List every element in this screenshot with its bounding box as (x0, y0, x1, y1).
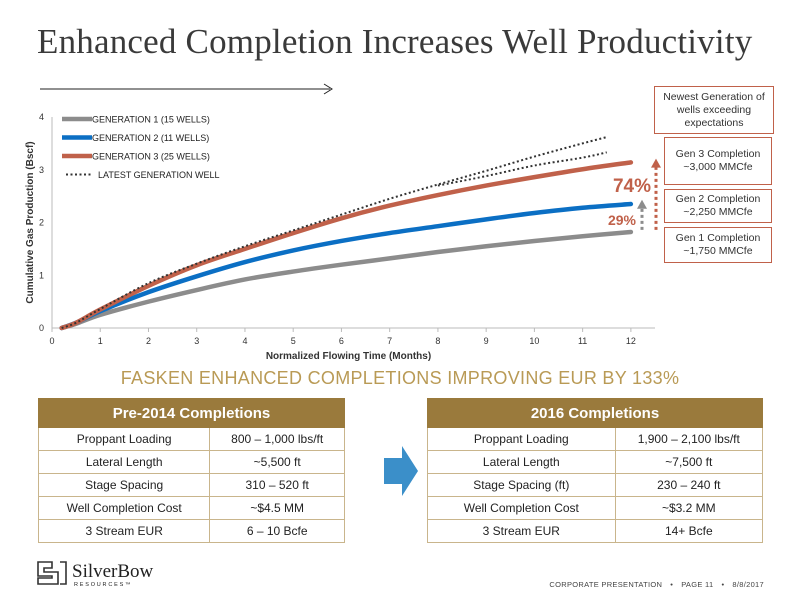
2016-row: 3 Stream EUR 14+ Bcfe (427, 519, 764, 543)
2016-metric-value: ~7,500 ft (614, 450, 764, 474)
annotation-gen2: Gen 2 Completion ~2,250 MMCfe (664, 189, 772, 223)
annotation-newest-generation: Newest Generation of wells exceeding exp… (654, 86, 774, 134)
page-title: Enhanced Completion Increases Well Produ… (37, 22, 753, 61)
pre-2014-metric-value: ~$4.5 MM (209, 496, 345, 520)
x-axis-label: Normalized Flowing Time (Months) (266, 351, 431, 362)
header-arrow-head (323, 83, 333, 95)
2016-metric-value: ~$3.2 MM (614, 496, 764, 520)
2016-row: Lateral Length ~7,500 ft (427, 450, 764, 474)
2016-row: Well Completion Cost ~$3.2 MM (427, 496, 764, 520)
pre-2014-metric-label: Proppant Loading (37, 427, 211, 451)
y-tick-label: 0 (39, 323, 44, 333)
pre-2014-row: Stage Spacing 310 – 520 ft (37, 473, 345, 497)
annotation-gen1: Gen 1 Completion ~1,750 MMCfe (664, 227, 772, 263)
2016-metric-value: 230 – 240 ft (614, 473, 764, 497)
2016-header: 2016 Completions (427, 398, 763, 428)
pre-2014-metric-label: 3 Stream EUR (37, 519, 211, 543)
x-tick-label: 2 (146, 336, 151, 346)
2016-table: 2016 Completions Proppant Loading 1,900 –… (427, 398, 764, 543)
pre-2014-row: Lateral Length ~5,500 ft (37, 450, 345, 474)
pre-2014-metric-label: Lateral Length (37, 450, 211, 474)
series-line-4 (61, 136, 608, 329)
silverbow-logo: SilverBow RESOURCES™ (37, 561, 154, 588)
pre-2014-row: 3 Stream EUR 6 – 10 Bcfe (37, 519, 345, 543)
logo-subtext: RESOURCES™ (74, 582, 132, 588)
x-tick-label: 10 (529, 336, 539, 346)
y-tick-label: 4 (39, 112, 44, 122)
x-tick-label: 1 (98, 336, 103, 346)
pre-2014-metric-value: 310 – 520 ft (209, 473, 345, 497)
annotation-gen3: Gen 3 Completion ~3,000 MMCfe (664, 137, 772, 185)
x-tick-label: 12 (626, 336, 636, 346)
pre-2014-metric-value: 800 – 1,000 lbs/ft (209, 427, 345, 451)
logo-wordmark: SilverBow (72, 561, 154, 582)
pre-2014-row: Proppant Loading 800 – 1,000 lbs/ft (37, 427, 345, 451)
pre-2014-metric-label: Stage Spacing (37, 473, 211, 497)
2016-row: Stage Spacing (ft) 230 – 240 ft (427, 473, 764, 497)
x-tick-label: 0 (49, 336, 54, 346)
gen3-improvement-percent: 74% (613, 176, 651, 197)
x-tick-label: 8 (435, 336, 440, 346)
footer-page: PAGE 11 (681, 580, 714, 589)
pre-2014-metric-label: Well Completion Cost (37, 496, 211, 520)
pre-2014-metric-value: 6 – 10 Bcfe (209, 519, 345, 543)
pre-2014-header: Pre-2014 Completions (38, 398, 345, 428)
2016-metric-label: Well Completion Cost (427, 496, 616, 520)
y-tick-label: 1 (39, 270, 44, 280)
x-tick-label: 5 (291, 336, 296, 346)
series-line-1 (59, 229, 634, 331)
legend-label: GENERATION 1 (15 WELLS) (92, 115, 210, 125)
2016-metric-label: Stage Spacing (ft) (427, 473, 616, 497)
x-tick-label: 7 (387, 336, 392, 346)
footer-date: 8/8/2017 (732, 580, 764, 589)
x-tick-label: 11 (578, 336, 587, 346)
footer-label: CORPORATE PRESENTATION (549, 580, 663, 589)
y-axis-label: Cumulative Gas Production (Bscf) (25, 141, 36, 303)
gen3-improvement-arrow-head (651, 158, 661, 168)
x-tick-label: 4 (242, 336, 247, 346)
2016-row: Proppant Loading 1,900 – 2,100 lbs/ft (427, 427, 764, 451)
gen2-improvement-arrow-head (637, 199, 647, 209)
2016-metric-value: 1,900 – 2,100 lbs/ft (614, 427, 764, 451)
eur-headline: FASKEN ENHANCED COMPLETIONS IMPROVING EU… (120, 368, 680, 388)
legend-label: LATEST GENERATION WELL (98, 170, 220, 180)
pre-2014-table: Pre-2014 Completions Proppant Loading 800… (37, 398, 345, 543)
right-arrow-icon (384, 446, 418, 496)
pre-2014-row: Well Completion Cost ~$4.5 MM (37, 496, 345, 520)
y-tick-label: 3 (39, 165, 44, 175)
pre-2014-metric-value: ~5,500 ft (209, 450, 345, 474)
legend-label: GENERATION 2 (11 WELLS) (92, 133, 209, 143)
footer: CORPORATE PRESENTATION • PAGE 11 • 8/8/2017 (549, 580, 764, 589)
x-tick-label: 3 (194, 336, 199, 346)
2016-metric-label: 3 Stream EUR (427, 519, 616, 543)
gen2-improvement-percent: 29% (608, 212, 637, 228)
2016-metric-label: Lateral Length (427, 450, 616, 474)
y-tick-label: 2 (39, 218, 44, 228)
2016-metric-label: Proppant Loading (427, 427, 616, 451)
legend-label: GENERATION 3 (25 WELLS) (92, 152, 210, 162)
2016-metric-value: 14+ Bcfe (614, 519, 764, 543)
x-tick-label: 9 (484, 336, 489, 346)
series-line-5 (437, 151, 607, 187)
x-tick-label: 6 (339, 336, 344, 346)
